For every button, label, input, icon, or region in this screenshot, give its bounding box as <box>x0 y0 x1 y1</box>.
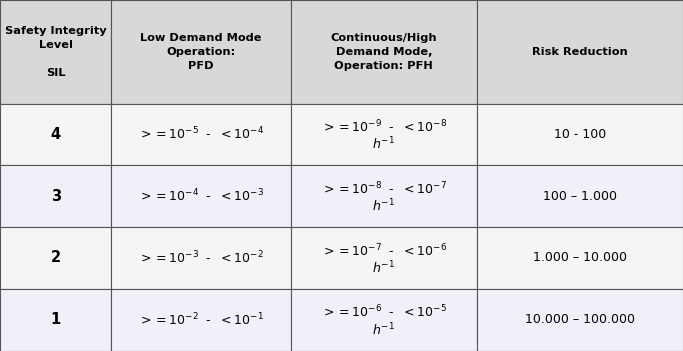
Text: 10.000 – 100.000: 10.000 – 100.000 <box>525 313 635 326</box>
Bar <box>291 104 477 165</box>
Bar <box>477 0 683 104</box>
Bar <box>477 289 683 351</box>
Text: $>=10^{-8}$  -  $< 10^{-7}$: $>=10^{-8}$ - $< 10^{-7}$ <box>321 180 447 197</box>
Bar <box>291 227 477 289</box>
Bar <box>111 227 291 289</box>
Text: 2: 2 <box>51 251 61 265</box>
Text: $>=10^{-6}$  -  $< 10^{-5}$: $>=10^{-6}$ - $< 10^{-5}$ <box>321 304 447 321</box>
Text: $h^{-1}$: $h^{-1}$ <box>372 198 395 214</box>
Text: $h^{-1}$: $h^{-1}$ <box>372 136 395 153</box>
Text: Low Demand Mode
Operation:
PFD: Low Demand Mode Operation: PFD <box>141 33 262 71</box>
Text: $h^{-1}$: $h^{-1}$ <box>372 322 395 338</box>
Bar <box>111 104 291 165</box>
Bar <box>291 0 477 104</box>
Text: $>=10^{-5}$  -  $< 10^{-4}$: $>=10^{-5}$ - $< 10^{-4}$ <box>138 126 264 143</box>
Text: Safety Integrity
Level

SIL: Safety Integrity Level SIL <box>5 26 107 78</box>
Bar <box>0 0 111 104</box>
Text: 10 - 100: 10 - 100 <box>554 128 606 141</box>
Bar <box>111 165 291 227</box>
Bar <box>111 289 291 351</box>
Bar <box>291 289 477 351</box>
Text: $h^{-1}$: $h^{-1}$ <box>372 260 395 276</box>
Text: 3: 3 <box>51 189 61 204</box>
Bar <box>477 165 683 227</box>
Text: Continuous/High
Demand Mode,
Operation: PFH: Continuous/High Demand Mode, Operation: … <box>331 33 437 71</box>
Bar <box>0 104 111 165</box>
Bar <box>477 227 683 289</box>
Text: 1.000 – 10.000: 1.000 – 10.000 <box>533 251 627 265</box>
Text: 1: 1 <box>51 312 61 327</box>
Bar <box>0 227 111 289</box>
Text: $>=10^{-3}$  -  $< 10^{-2}$: $>=10^{-3}$ - $< 10^{-2}$ <box>138 250 264 266</box>
Bar <box>291 165 477 227</box>
Text: 4: 4 <box>51 127 61 142</box>
Text: $>=10^{-7}$  -  $< 10^{-6}$: $>=10^{-7}$ - $< 10^{-6}$ <box>321 242 447 259</box>
Text: 100 – 1.000: 100 – 1.000 <box>543 190 617 203</box>
Text: Risk Reduction: Risk Reduction <box>532 47 628 57</box>
Text: $>=10^{-9}$  -  $< 10^{-8}$: $>=10^{-9}$ - $< 10^{-8}$ <box>321 119 447 135</box>
Bar <box>0 165 111 227</box>
Bar <box>477 104 683 165</box>
Text: $>=10^{-2}$  -  $< 10^{-1}$: $>=10^{-2}$ - $< 10^{-1}$ <box>138 311 264 328</box>
Text: $>=10^{-4}$  -  $< 10^{-3}$: $>=10^{-4}$ - $< 10^{-3}$ <box>138 188 264 205</box>
Bar <box>111 0 291 104</box>
Bar <box>0 289 111 351</box>
